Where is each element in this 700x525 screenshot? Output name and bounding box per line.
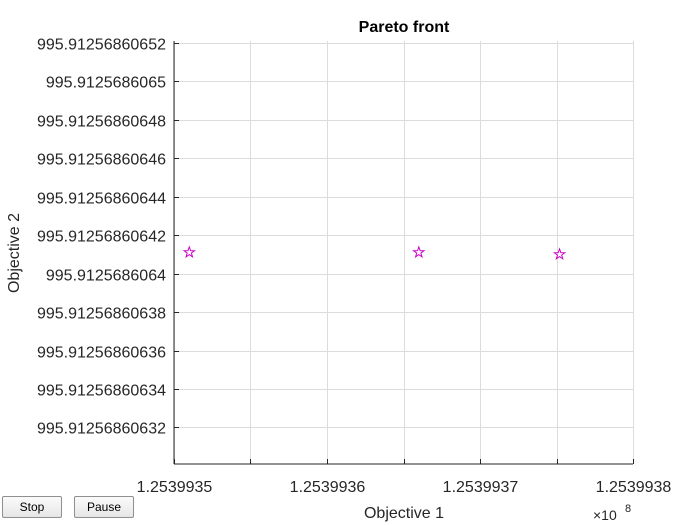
pareto-point	[552, 247, 567, 261]
data-points	[182, 245, 567, 261]
y-tick-label: 995.91256860636	[37, 345, 166, 362]
x-axis-label: Objective 1	[364, 505, 444, 522]
y-tick-label: 995.9125686064	[46, 268, 166, 285]
y-tick-label: 995.91256860634	[37, 383, 166, 400]
y-tick-label: 995.91256860632	[37, 421, 166, 438]
y-tick-label: 995.91256860652	[37, 37, 166, 54]
y-axis-label: Objective 2	[6, 213, 23, 293]
y-tick-label: 995.9125686065	[46, 75, 166, 92]
stop-button[interactable]: Stop	[2, 496, 62, 518]
y-tick-label: 995.91256860642	[37, 229, 166, 246]
y-tick-label: 995.91256860648	[37, 114, 166, 131]
pause-button[interactable]: Pause	[74, 496, 134, 518]
y-tick-label: 995.91256860646	[37, 152, 166, 169]
x-tick-label: 1.2539938	[596, 479, 672, 496]
x-tick-label: 1.2539935	[137, 479, 213, 496]
pareto-point	[412, 245, 426, 259]
x-exponent-label: ×10	[593, 507, 617, 523]
grid-lines	[174, 41, 634, 464]
y-tick-label: 995.91256860638	[37, 306, 166, 323]
axis-ticks: 1.2539935 1.2539936 1.2539937 1.2539938 995.…	[37, 37, 671, 497]
chart-title: Pareto front	[359, 19, 450, 36]
x-exponent-power: 8	[625, 503, 631, 515]
y-tick-label: 995.91256860644	[37, 191, 166, 208]
x-tick-label: 1.2539936	[290, 479, 366, 496]
pareto-point	[182, 245, 196, 259]
x-tick-label: 1.2539937	[443, 479, 519, 496]
